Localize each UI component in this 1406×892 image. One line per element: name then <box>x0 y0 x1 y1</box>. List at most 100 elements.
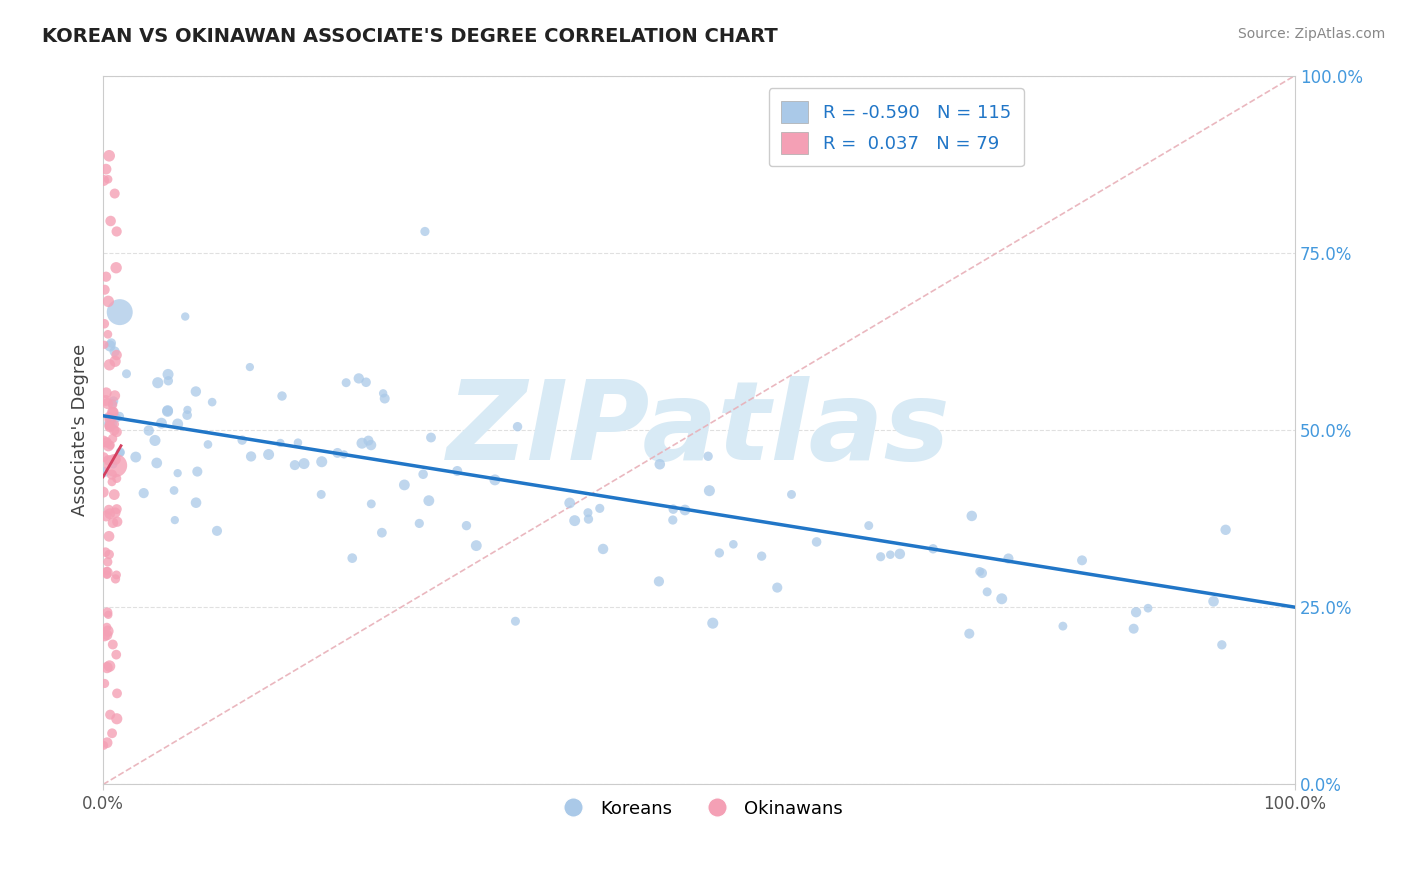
Point <box>360 438 382 452</box>
Point <box>97 439 120 453</box>
Point <box>157 374 180 388</box>
Point <box>104 452 127 467</box>
Point <box>97 624 120 639</box>
Point <box>239 360 262 375</box>
Point <box>394 478 416 492</box>
Point <box>103 405 125 419</box>
Point <box>333 447 356 461</box>
Point <box>648 457 671 471</box>
Point <box>240 450 263 464</box>
Point <box>505 614 527 628</box>
Point <box>174 310 197 324</box>
Point <box>104 344 127 359</box>
Point <box>446 464 468 478</box>
Point <box>354 376 377 390</box>
Point <box>558 496 581 510</box>
Point <box>456 518 478 533</box>
Point <box>110 445 132 459</box>
Point <box>101 516 124 530</box>
Point <box>100 336 122 351</box>
Point <box>98 412 121 426</box>
Point <box>98 418 121 433</box>
Point <box>420 430 443 444</box>
Point <box>104 458 127 473</box>
Point <box>697 449 720 463</box>
Point <box>702 616 724 631</box>
Point <box>94 269 117 284</box>
Point <box>91 485 114 500</box>
Point <box>1215 523 1237 537</box>
Point <box>93 676 115 690</box>
Point <box>869 549 891 564</box>
Point <box>592 541 614 556</box>
Point <box>766 581 789 595</box>
Point <box>108 305 131 319</box>
Point <box>108 409 131 424</box>
Point <box>97 294 120 309</box>
Point <box>97 327 120 342</box>
Point <box>105 410 128 425</box>
Point <box>101 405 124 419</box>
Point <box>150 416 173 430</box>
Point <box>176 408 198 422</box>
Point <box>465 539 488 553</box>
Point <box>186 465 208 479</box>
Point <box>97 502 120 516</box>
Point <box>699 483 721 498</box>
Point <box>97 607 120 622</box>
Point <box>990 591 1012 606</box>
Point <box>103 423 125 437</box>
Point <box>98 420 121 434</box>
Point <box>98 548 121 562</box>
Point <box>97 453 120 467</box>
Point <box>357 434 380 448</box>
Point <box>957 626 980 640</box>
Point <box>105 260 128 275</box>
Point <box>104 186 127 201</box>
Point <box>408 516 430 531</box>
Point <box>589 501 612 516</box>
Point <box>115 367 138 381</box>
Point <box>93 338 115 352</box>
Text: Source: ZipAtlas.com: Source: ZipAtlas.com <box>1237 27 1385 41</box>
Point <box>506 419 529 434</box>
Point <box>806 535 828 549</box>
Point <box>371 525 394 540</box>
Point <box>648 574 671 589</box>
Point <box>96 660 118 674</box>
Point <box>125 450 148 464</box>
Point <box>98 529 121 543</box>
Point <box>101 475 124 489</box>
Point <box>156 404 179 418</box>
Point <box>157 368 180 382</box>
Point <box>98 149 121 163</box>
Point <box>105 471 128 485</box>
Point <box>104 417 127 432</box>
Point <box>105 515 128 529</box>
Point <box>309 487 332 501</box>
Point <box>709 546 731 560</box>
Point <box>101 638 124 652</box>
Point <box>105 648 128 662</box>
Point <box>98 339 121 353</box>
Point <box>412 467 434 482</box>
Point <box>271 389 294 403</box>
Point <box>96 435 118 450</box>
Point <box>751 549 773 563</box>
Point <box>326 446 349 460</box>
Point <box>350 436 373 450</box>
Point <box>166 466 188 480</box>
Point <box>97 418 120 433</box>
Point <box>101 398 124 412</box>
Point <box>145 456 167 470</box>
Point <box>104 389 127 403</box>
Point <box>98 659 121 673</box>
Text: KOREAN VS OKINAWAN ASSOCIATE'S DEGREE CORRELATION CHART: KOREAN VS OKINAWAN ASSOCIATE'S DEGREE CO… <box>42 27 778 45</box>
Legend: Koreans, Okinawans: Koreans, Okinawans <box>548 793 851 825</box>
Point <box>105 712 128 726</box>
Point <box>110 446 132 460</box>
Point <box>93 283 115 297</box>
Point <box>201 395 224 409</box>
Point <box>564 514 586 528</box>
Point <box>347 371 370 385</box>
